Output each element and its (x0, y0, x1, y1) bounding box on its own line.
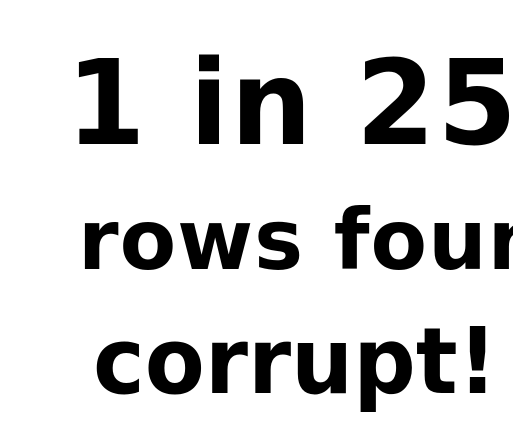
note-line-ratio: 1 in 250 (66, 34, 513, 172)
note-line-corrupt: corrupt! (93, 308, 498, 415)
note-line-rows-found: rows found (78, 191, 513, 289)
